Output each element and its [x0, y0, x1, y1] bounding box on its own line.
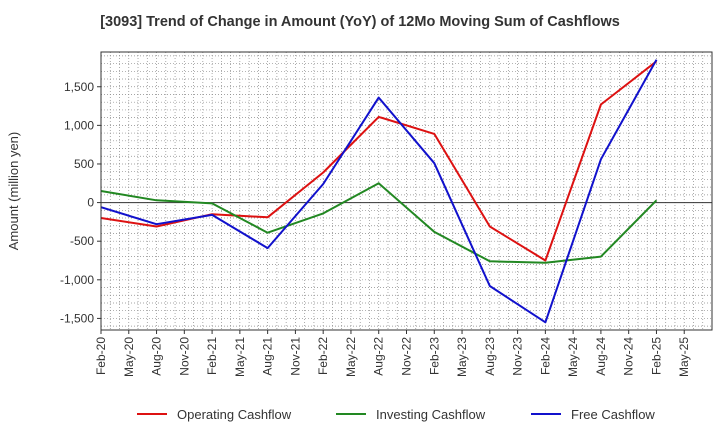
x-tick-label: Feb-23: [427, 337, 441, 375]
y-tick-label: 1,000: [64, 118, 94, 132]
y-tick-label: 0: [87, 196, 94, 210]
series-lines: [100, 59, 658, 324]
grid: [101, 52, 712, 330]
x-tick-label: Nov-24: [622, 337, 636, 376]
x-tick-label: Nov-21: [288, 337, 302, 376]
x-tick-labels: Feb-20 May-20 Aug-20 Nov-20 Feb-21 May-21 Aug-…: [94, 330, 691, 377]
x-tick-label: Nov-23: [511, 337, 525, 376]
x-tick-label: Feb-25: [649, 337, 663, 375]
x-tick-label: May-22: [344, 337, 358, 377]
y-tick-labels: -1,500 -1,000 -500 0 500 1,000 1,500: [60, 80, 101, 325]
x-tick-label: May-21: [233, 337, 247, 377]
chart-title: [3093] Trend of Change in Amount (YoY) o…: [100, 14, 620, 30]
x-tick-label: Aug-23: [483, 337, 497, 376]
x-tick-label: Aug-22: [372, 337, 386, 376]
x-tick-label: May-20: [122, 337, 136, 377]
x-tick-label: Nov-20: [177, 337, 191, 376]
series-free-cashflow: [100, 59, 658, 324]
x-tick-label: Feb-20: [94, 337, 108, 375]
x-tick-label: Feb-22: [316, 337, 330, 375]
legend-label-investing-cashflow: Investing Cashflow: [376, 407, 486, 422]
legend-label-operating-cashflow: Operating Cashflow: [177, 407, 292, 422]
y-tick-label: 500: [74, 157, 94, 171]
x-tick-label: Nov-22: [400, 337, 414, 376]
legend-label-free-cashflow: Free Cashflow: [571, 407, 655, 422]
y-tick-label: 1,500: [64, 80, 94, 94]
legend: Operating Cashflow Investing Cashflow Free…: [137, 407, 655, 422]
x-tick-label: Aug-20: [150, 337, 164, 376]
y-tick-label: -500: [70, 234, 94, 248]
y-tick-label: -1,000: [60, 273, 94, 287]
x-tick-label: Feb-24: [538, 337, 552, 375]
x-tick-label: Feb-21: [205, 337, 219, 375]
series-investing-cashflow: [100, 182, 658, 264]
x-tick-label: May-24: [566, 337, 580, 377]
x-tick-label: Aug-21: [261, 337, 275, 376]
x-tick-label: May-25: [677, 337, 691, 377]
y-axis-title: Amount (million yen): [6, 132, 21, 251]
y-tick-label: -1,500: [60, 311, 94, 325]
x-tick-label: May-23: [455, 337, 469, 377]
x-tick-label: Aug-24: [594, 337, 608, 376]
